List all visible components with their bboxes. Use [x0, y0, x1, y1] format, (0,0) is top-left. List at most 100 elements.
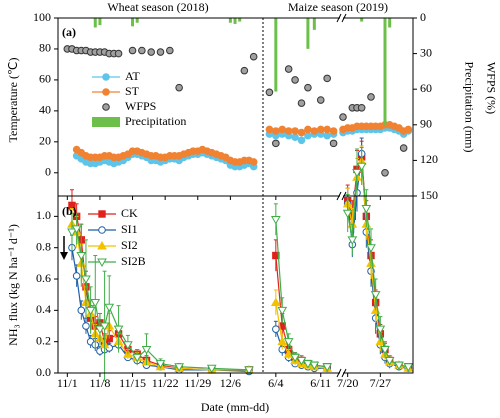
season-title: Maize season (2019) — [288, 0, 388, 14]
y-tick-label: 20 — [39, 134, 51, 148]
y2-tick-label: 0 — [420, 10, 426, 24]
marker — [272, 139, 280, 148]
y-tick-label: 0.2 — [36, 333, 51, 347]
legend-item: AT — [92, 69, 140, 83]
marker — [352, 169, 362, 178]
x-tick-label: 11/29 — [184, 376, 211, 390]
x-tick-label: 7/27 — [370, 376, 391, 390]
x-tick-label: 6/11 — [310, 376, 331, 390]
marker — [356, 162, 367, 172]
marker — [166, 46, 174, 55]
y2-tick-label: 150 — [420, 188, 438, 202]
marker — [249, 158, 258, 166]
marker — [323, 125, 331, 134]
marker — [284, 127, 293, 135]
marker — [97, 258, 107, 268]
marker — [380, 346, 390, 355]
marker — [249, 52, 258, 61]
precipitation-bar — [98, 18, 102, 26]
marker — [291, 133, 299, 141]
marker — [316, 96, 325, 104]
marker — [272, 325, 280, 333]
y2-axis-label: Precipitation (mm) — [462, 62, 476, 153]
marker — [97, 240, 107, 250]
legend-label: ST — [125, 84, 140, 98]
y-tick-label: 0.8 — [36, 239, 51, 253]
marker — [265, 125, 274, 134]
legend-label: AT — [125, 69, 140, 83]
legend-item: WFPS — [102, 99, 156, 113]
marker — [102, 103, 110, 111]
marker — [278, 125, 287, 134]
marker — [132, 353, 143, 363]
marker — [357, 103, 366, 112]
legend-label: WFPS — [125, 99, 156, 113]
marker — [291, 76, 299, 84]
marker — [304, 125, 312, 134]
marker — [104, 303, 115, 313]
marker — [277, 336, 288, 346]
marker — [304, 131, 312, 140]
marker — [283, 349, 294, 358]
marker — [277, 306, 288, 316]
x-tick-label: 11/15 — [119, 376, 146, 390]
marker — [141, 346, 152, 355]
marker — [272, 127, 280, 135]
marker — [67, 228, 77, 238]
marker — [98, 210, 106, 218]
legend-label: CK — [121, 206, 138, 220]
x-tick-label: 11/22 — [152, 376, 179, 390]
marker — [381, 168, 389, 177]
marker — [240, 66, 249, 75]
marker — [323, 74, 331, 83]
marker — [399, 144, 408, 152]
marker — [102, 88, 110, 96]
legend-label: Precipitation — [125, 114, 186, 128]
arrow — [60, 236, 68, 260]
marker — [342, 209, 353, 219]
legend-item: ST — [92, 84, 140, 98]
precipitation-bar — [383, 18, 387, 125]
precipitation-bar — [228, 18, 232, 23]
precipitation-bar — [233, 18, 237, 24]
marker — [297, 136, 306, 145]
marks: 0 20 40 60 80 100 0 30 60 90 120 150 0.0 0.2 0.4 0.6 0.8… — [33, 10, 438, 390]
marker — [270, 215, 281, 225]
marker — [98, 226, 106, 234]
x-tick-label: 6/4 — [268, 376, 283, 390]
marker — [147, 48, 155, 56]
precipitation-bar — [135, 18, 139, 23]
marker — [85, 306, 96, 316]
legend-item: SI2 — [88, 238, 138, 252]
marker — [155, 360, 166, 369]
marker — [366, 244, 376, 253]
y2-tick-label: 60 — [420, 81, 432, 95]
marker — [291, 127, 299, 135]
y-tick-label: 0.6 — [36, 271, 51, 285]
marker — [206, 364, 217, 374]
legend-swatch — [92, 117, 120, 127]
marker — [138, 46, 146, 55]
marker — [123, 341, 133, 350]
y-tick-label: 1.0 — [36, 208, 51, 222]
marker — [329, 139, 338, 148]
marker — [175, 83, 183, 92]
legend-label: SI1 — [121, 222, 138, 236]
marker — [156, 48, 165, 56]
x-tick-label: 11/1 — [57, 376, 78, 390]
marker — [128, 46, 137, 55]
marker — [77, 306, 86, 315]
marker — [244, 366, 254, 375]
marker — [310, 127, 319, 135]
precipitation-bar — [274, 18, 278, 92]
marker — [370, 291, 381, 300]
marker — [71, 225, 82, 234]
precipitation-bar — [360, 18, 364, 22]
legend-item: CK — [88, 206, 138, 220]
y-tick-label: 60 — [39, 72, 51, 86]
marker — [316, 125, 325, 134]
marker — [290, 353, 300, 363]
x-tick-label: 7/20 — [337, 376, 358, 390]
panel-label: (b) — [62, 204, 77, 218]
